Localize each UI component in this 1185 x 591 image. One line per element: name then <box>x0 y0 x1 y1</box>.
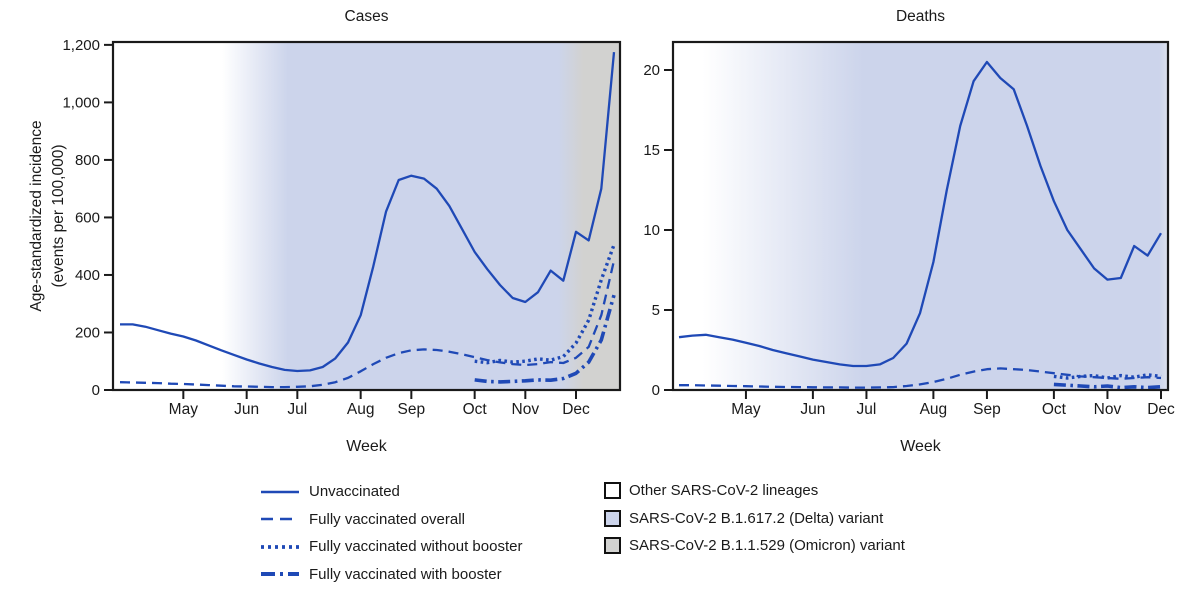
solid-line-marker <box>261 490 299 494</box>
series-line-fully-vaccinated-overall <box>119 260 616 389</box>
dash-dot-line-marker <box>261 572 299 577</box>
legend-label: Other SARS-CoV-2 lineages <box>629 482 819 500</box>
omicron-variant-swatch <box>604 537 621 555</box>
legend-item-other-lineages: Other SARS-CoV-2 lineages <box>604 477 905 505</box>
plot-border <box>671 40 1170 392</box>
y-tick-label: 1,000 <box>62 94 100 111</box>
dotted-line-marker <box>261 544 299 549</box>
x-tick-label: Jul <box>857 401 877 418</box>
x-tick-label: Aug <box>347 401 375 418</box>
delta-variant-swatch <box>604 509 621 527</box>
y-tick-label: 5 <box>652 302 660 319</box>
legend-label: SARS-CoV-2 B.1.1.529 (Omicron) variant <box>629 537 905 555</box>
series-line-fully-vaccinated-with-booster <box>474 294 616 384</box>
dashed-line-marker <box>261 517 299 521</box>
legend-item-unvaccinated: Unvaccinated <box>260 478 522 506</box>
x-tick-label: Jul <box>287 401 307 418</box>
x-tick-label: Sep <box>973 401 1001 418</box>
y-tick-label: 20 <box>643 62 660 79</box>
variant-fill-legend: Other SARS-CoV-2 lineages SARS-CoV-2 B.1… <box>604 477 905 560</box>
variant-period-background <box>113 42 620 390</box>
legend-item-fully-vaccinated-without-booster: Fully vaccinated without booster <box>260 533 522 561</box>
legend-item-omicron-variant: SARS-CoV-2 B.1.1.529 (Omicron) variant <box>604 532 905 560</box>
y-tick-label: 800 <box>75 152 100 169</box>
legend-label: SARS-CoV-2 B.1.617.2 (Delta) variant <box>629 509 884 527</box>
cases-panel: May Jun Jul Aug Sep Oct Nov Dec 0 200 400 600 800 1,0… <box>62 8 622 455</box>
series-line-fully-vaccinated-with-booster <box>1053 382 1162 390</box>
x-tick-label: Jun <box>800 401 825 418</box>
x-tick-label: Aug <box>920 401 948 418</box>
series-line-fully-vaccinated-overall <box>679 367 1162 389</box>
charts-canvas: May Jun Jul Aug Sep Oct Nov Dec02004006008001,0… <box>62 8 1175 455</box>
series-line-unvaccinated <box>120 51 616 373</box>
x-tick-label: Nov <box>512 401 540 418</box>
y-tick-label: 15 <box>643 142 660 159</box>
x-tick-label: Sep <box>398 401 426 418</box>
y-tick-label: 0 <box>652 382 660 399</box>
x-axis-title: Week <box>900 438 942 455</box>
panel-title: Cases <box>345 8 389 25</box>
y-tick-label: 200 <box>75 324 100 341</box>
other-lineages-swatch <box>604 482 621 500</box>
series-line-unvaccinated <box>678 60 1162 368</box>
legend-label: Unvaccinated <box>309 483 400 501</box>
line-style-legend: Unvaccinated Fully vaccinated overall Fu… <box>260 478 522 588</box>
x-tick-label: Dec <box>562 401 590 418</box>
series-line-fully-vaccinated-without-booster <box>1053 373 1162 380</box>
y-tick-label: 10 <box>643 222 660 239</box>
plot-border <box>111 40 622 392</box>
x-tick-label: Dec <box>1147 401 1175 418</box>
x-tick-label: Nov <box>1094 401 1122 418</box>
x-tick-label: May <box>731 401 761 418</box>
x-tick-label: Oct <box>1042 401 1067 418</box>
legend-label: Fully vaccinated overall <box>309 510 465 528</box>
y-tick-label: 400 <box>75 267 100 284</box>
x-tick-label: May <box>169 401 199 418</box>
x-axis-title: Week <box>346 438 388 455</box>
x-tick-label: Jun <box>234 401 259 418</box>
x-tick-label: Oct <box>463 401 488 418</box>
variant-period-background <box>673 42 1168 390</box>
y-tick-label: 0 <box>92 382 100 399</box>
legend-item-fully-vaccinated-with-booster: Fully vaccinated with booster <box>260 561 522 589</box>
panel-title: Deaths <box>896 8 945 25</box>
y-tick-label: 1,200 <box>62 37 100 54</box>
deaths-panel: May Jun Jul Aug Sep Oct Nov Dec 0 5 10 15 20 Deaths We… <box>643 8 1175 455</box>
legend-item-delta-variant: SARS-CoV-2 B.1.617.2 (Delta) variant <box>604 505 905 533</box>
legend-label: Fully vaccinated without booster <box>309 538 523 556</box>
y-tick-label: 600 <box>75 209 100 226</box>
legend-item-fully-vaccinated-overall: Fully vaccinated overall <box>260 506 522 534</box>
legend-label: Fully vaccinated with booster <box>309 565 502 583</box>
